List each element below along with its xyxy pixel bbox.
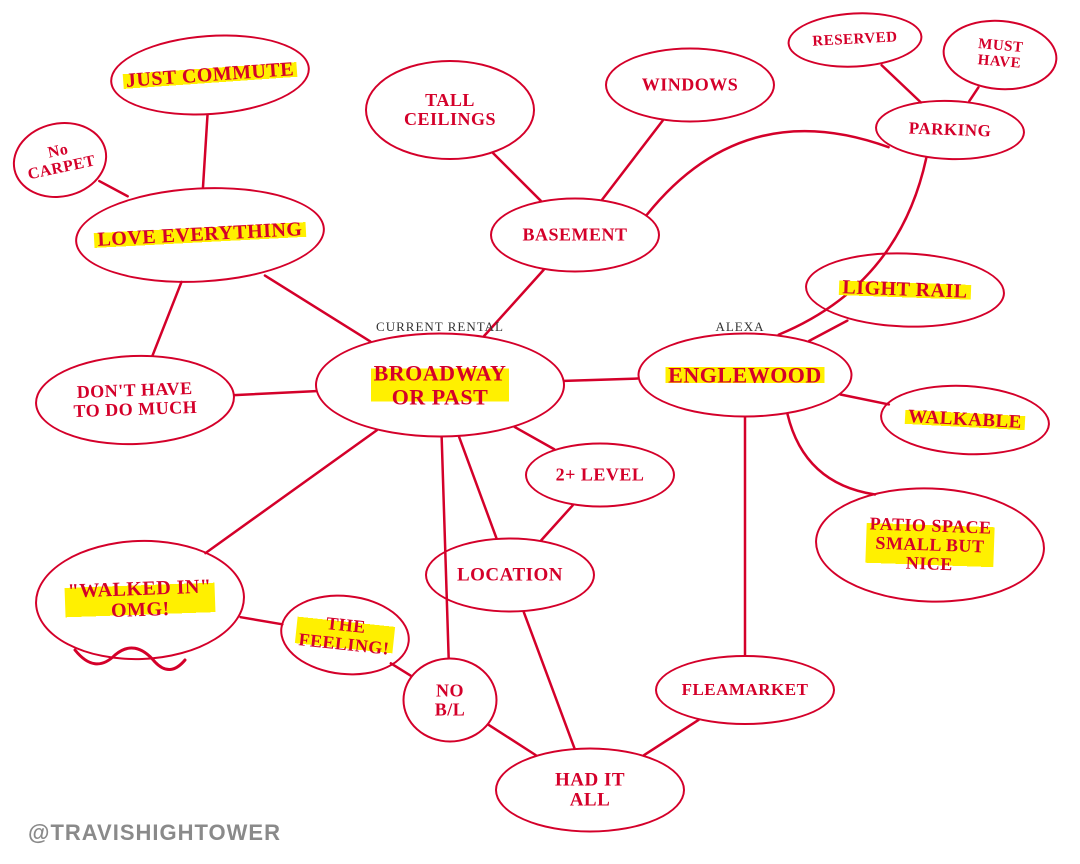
edge-englewood-patio <box>787 414 875 494</box>
node-label: DON'T HAVE TO DO MUCH <box>73 379 198 421</box>
node-the-feeling: THE FEELING! <box>280 595 410 675</box>
node-no-carpet: No CARPET <box>13 123 108 198</box>
node-label: "WALKED IN" OMG! <box>64 576 215 623</box>
node-label: RESERVED <box>812 30 898 50</box>
edge-reserved-parking <box>882 65 921 102</box>
node-two-level: 2+ LEVEL <box>525 443 675 508</box>
node-label: NO B/L <box>435 681 466 719</box>
node-label: LOCATION <box>457 565 563 585</box>
node-no-bl: NO B/L <box>403 658 498 743</box>
node-label: HAD IT ALL <box>555 770 625 810</box>
node-label: ENGLEWOOD <box>665 363 825 386</box>
edge-broadway-walked-in <box>205 430 376 553</box>
anno-alexa: ALEXA <box>715 319 764 335</box>
node-dont-much: DON'T HAVE TO DO MUCH <box>35 355 235 445</box>
node-label: TALL CEILINGS <box>404 91 496 129</box>
edge-location-had-it-all <box>524 612 575 748</box>
edge-broadway-location <box>459 437 496 538</box>
node-label: 2+ LEVEL <box>556 466 645 485</box>
edge-basement-parking <box>647 131 889 215</box>
edge-dont-much-broadway <box>234 391 315 395</box>
node-love-every: LOVE EVERYTHING <box>75 188 325 283</box>
node-label: LOVE EVERYTHING <box>94 219 306 251</box>
node-windows: WINDOWS <box>605 48 775 123</box>
edge-windows-basement <box>602 121 663 200</box>
node-label: FLEAMARKET <box>682 681 809 699</box>
node-label: PATIO SPACE SMALL BUT NICE <box>865 514 995 575</box>
edge-love-every-dont-much <box>152 282 181 356</box>
edge-just-commute-love-every <box>203 115 208 188</box>
node-label: WINDOWS <box>642 76 739 95</box>
node-label: LIGHT RAIL <box>839 277 971 303</box>
node-englewood: ENGLEWOOD <box>638 333 853 418</box>
node-label: JUST COMMUTE <box>122 58 297 91</box>
node-walkable: WALKABLE <box>880 385 1050 455</box>
node-label: THE FEELING! <box>295 611 395 659</box>
node-label: No CARPET <box>23 136 97 183</box>
anno-current: CURRENT RENTAL <box>376 319 504 335</box>
node-label: BROADWAY OR PAST <box>371 362 510 408</box>
watermark: @TRAVISHIGHTOWER <box>28 820 281 846</box>
edge-walked-in-the-feeling <box>241 617 283 624</box>
node-label: MUST HAVE <box>976 37 1024 72</box>
node-patio: PATIO SPACE SMALL BUT NICE <box>815 488 1045 603</box>
edge-tall-ceil-basement <box>493 153 541 201</box>
node-light-rail: LIGHT RAIL <box>805 253 1005 328</box>
squiggle-icon <box>70 640 190 690</box>
edge-location-two-level <box>541 505 572 540</box>
node-fleamarket: FLEAMARKET <box>655 655 835 725</box>
node-had-it-all: HAD IT ALL <box>495 748 685 833</box>
node-location: LOCATION <box>425 538 595 613</box>
node-basement: BASEMENT <box>490 198 660 273</box>
node-label: WALKABLE <box>905 407 1026 433</box>
node-label: BASEMENT <box>522 226 627 245</box>
node-must-have: MUST HAVE <box>943 20 1058 90</box>
node-label: PARKING <box>908 120 991 141</box>
node-just-commute: JUST COMMUTE <box>110 35 310 115</box>
node-tall-ceil: TALL CEILINGS <box>365 60 535 160</box>
node-parking: PARKING <box>875 100 1025 160</box>
node-reserved: RESERVED <box>788 13 923 68</box>
node-broadway: BROADWAY OR PAST <box>315 333 565 438</box>
edge-broadway-englewood <box>565 379 638 381</box>
